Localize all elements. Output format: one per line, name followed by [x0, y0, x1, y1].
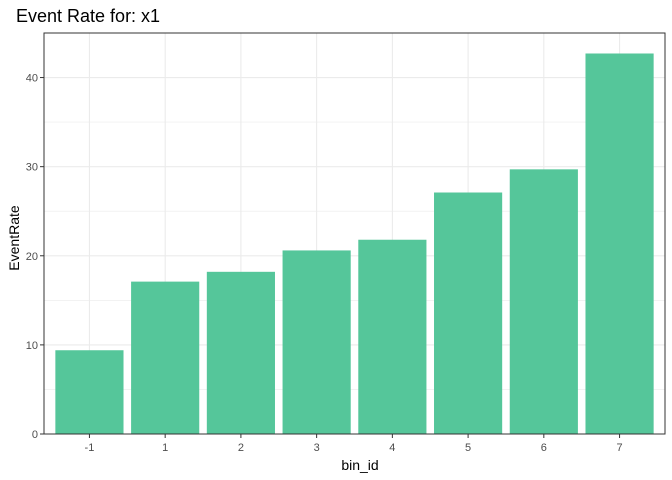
bar [55, 350, 124, 434]
y-axis-title: EventRate [6, 205, 22, 271]
bar [358, 239, 427, 434]
y-tick-label: 30 [26, 162, 38, 174]
bar [282, 250, 351, 434]
bars [55, 53, 654, 435]
y-tick-label: 20 [26, 251, 38, 263]
y-tick-label: 40 [26, 73, 38, 85]
panel-border [43, 32, 666, 435]
y-tick-label: 0 [32, 429, 38, 441]
x-axis-ticks: -1 1 2 3 4 5 6 7 [85, 434, 623, 454]
x-axis-title: bin_id [341, 457, 378, 473]
x-tick-label: 7 [616, 442, 622, 454]
x-tick-label: 4 [389, 442, 395, 454]
y-axis-ticks: 0 10 20 30 40 [26, 73, 44, 441]
bar [206, 271, 275, 434]
x-tick-label: 2 [238, 442, 244, 454]
x-tick-label: 3 [314, 442, 320, 454]
x-tick-label: 6 [541, 442, 547, 454]
x-tick-label: 1 [162, 442, 168, 454]
x-tick-label: -1 [85, 442, 95, 454]
x-tick-label: 5 [465, 442, 471, 454]
bar [585, 53, 654, 435]
bar [131, 281, 200, 434]
bar [509, 169, 578, 434]
chart-title: Event Rate for: x1 [16, 6, 160, 26]
y-tick-label: 10 [26, 340, 38, 352]
bar [434, 192, 503, 434]
